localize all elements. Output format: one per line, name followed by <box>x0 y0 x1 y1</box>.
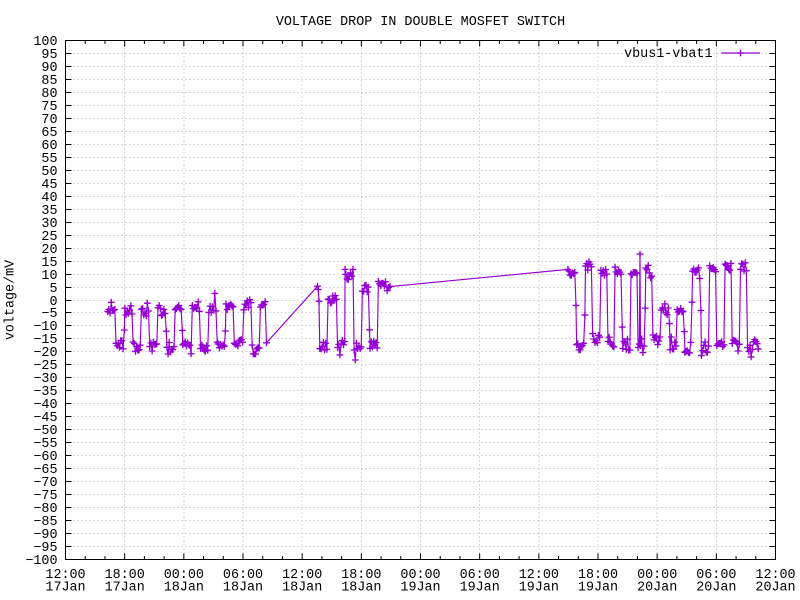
svg-text:VOLTAGE DROP IN DOUBLE MOSFET: VOLTAGE DROP IN DOUBLE MOSFET SWITCH <box>276 15 565 30</box>
svg-text:12:00: 12:00 <box>45 568 85 583</box>
svg-text:−90: −90 <box>33 528 57 543</box>
svg-text:−75: −75 <box>33 489 57 504</box>
svg-text:−70: −70 <box>33 476 57 491</box>
svg-text:18Jan: 18Jan <box>223 580 263 595</box>
svg-text:voltage/mV: voltage/mV <box>4 260 19 340</box>
svg-text:−55: −55 <box>33 437 57 452</box>
svg-text:12:00: 12:00 <box>755 568 795 583</box>
svg-text:−45: −45 <box>33 411 57 426</box>
svg-text:00:00: 00:00 <box>164 568 204 583</box>
svg-text:20Jan: 20Jan <box>637 580 677 595</box>
svg-text:12:00: 12:00 <box>282 568 322 583</box>
svg-text:85: 85 <box>41 74 57 89</box>
svg-text:18Jan: 18Jan <box>341 580 381 595</box>
svg-text:−30: −30 <box>33 372 57 387</box>
svg-text:60: 60 <box>41 139 57 154</box>
svg-text:17Jan: 17Jan <box>105 580 145 595</box>
svg-text:vbus1-vbat1: vbus1-vbat1 <box>624 47 712 62</box>
svg-text:−25: −25 <box>33 359 57 374</box>
svg-text:90: 90 <box>41 61 57 76</box>
svg-text:15: 15 <box>41 256 57 271</box>
svg-text:−50: −50 <box>33 424 57 439</box>
svg-text:40: 40 <box>41 191 57 206</box>
svg-text:18:00: 18:00 <box>341 568 381 583</box>
svg-text:5: 5 <box>49 282 57 297</box>
svg-text:−80: −80 <box>33 502 57 517</box>
svg-text:18Jan: 18Jan <box>164 580 204 595</box>
svg-text:20Jan: 20Jan <box>696 580 736 595</box>
svg-text:35: 35 <box>41 204 57 219</box>
svg-text:06:00: 06:00 <box>223 568 263 583</box>
svg-text:12:00: 12:00 <box>519 568 559 583</box>
svg-text:30: 30 <box>41 217 57 232</box>
svg-text:−15: −15 <box>33 333 57 348</box>
svg-text:75: 75 <box>41 100 57 115</box>
svg-text:10: 10 <box>41 269 57 284</box>
svg-text:00:00: 00:00 <box>400 568 440 583</box>
svg-text:−65: −65 <box>33 463 57 478</box>
svg-text:−10: −10 <box>33 320 57 335</box>
svg-text:18:00: 18:00 <box>105 568 145 583</box>
svg-text:17Jan: 17Jan <box>45 580 85 595</box>
svg-text:19Jan: 19Jan <box>519 580 559 595</box>
svg-text:100: 100 <box>33 35 57 50</box>
svg-text:70: 70 <box>41 113 57 128</box>
svg-text:25: 25 <box>41 230 57 245</box>
svg-text:55: 55 <box>41 152 57 167</box>
svg-text:−35: −35 <box>33 385 57 400</box>
svg-text:−85: −85 <box>33 515 57 530</box>
svg-text:00:00: 00:00 <box>637 568 677 583</box>
svg-text:65: 65 <box>41 126 57 141</box>
svg-text:06:00: 06:00 <box>696 568 736 583</box>
svg-text:−60: −60 <box>33 450 57 465</box>
svg-text:95: 95 <box>41 48 57 63</box>
svg-text:18Jan: 18Jan <box>282 580 322 595</box>
svg-text:80: 80 <box>41 87 57 102</box>
svg-text:−40: −40 <box>33 398 57 413</box>
svg-text:−20: −20 <box>33 346 57 361</box>
svg-text:20Jan: 20Jan <box>755 580 795 595</box>
svg-text:20: 20 <box>41 243 57 258</box>
svg-text:18:00: 18:00 <box>578 568 618 583</box>
svg-text:19Jan: 19Jan <box>578 580 618 595</box>
svg-text:−95: −95 <box>33 541 57 556</box>
svg-text:−5: −5 <box>41 307 57 322</box>
svg-text:45: 45 <box>41 178 57 193</box>
svg-text:19Jan: 19Jan <box>400 580 440 595</box>
svg-text:−100: −100 <box>25 554 57 569</box>
svg-text:06:00: 06:00 <box>460 568 500 583</box>
svg-text:19Jan: 19Jan <box>460 580 500 595</box>
svg-text:50: 50 <box>41 165 57 180</box>
svg-text:0: 0 <box>49 295 57 310</box>
